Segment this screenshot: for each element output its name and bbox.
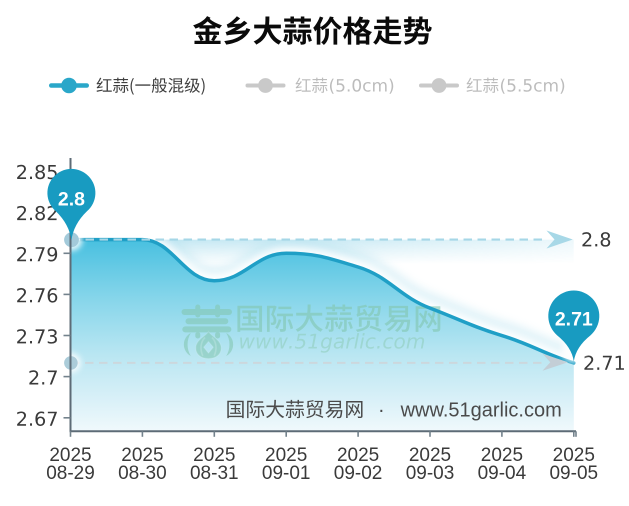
svg-text:09-05: 09-05 [549,463,598,484]
svg-text:08-30: 08-30 [118,463,167,484]
svg-text:www.51garlic.com: www.51garlic.com [400,400,562,422]
svg-text:2025: 2025 [337,445,379,466]
svg-text:2.71: 2.71 [555,309,593,331]
svg-text:·: · [378,400,385,422]
svg-text:2025: 2025 [265,445,307,466]
svg-text:09-02: 09-02 [334,463,383,484]
svg-text:2025: 2025 [193,445,235,466]
svg-text:2025: 2025 [409,445,451,466]
svg-text:08-31: 08-31 [190,463,239,484]
svg-text:2025: 2025 [121,445,163,466]
svg-text:2025: 2025 [481,445,523,466]
svg-text:2.8: 2.8 [58,188,85,210]
svg-text:09-01: 09-01 [262,463,311,484]
svg-text:09-03: 09-03 [406,463,455,484]
svg-text:09-04: 09-04 [478,463,527,484]
svg-text:2025: 2025 [553,445,595,466]
svg-text:08-29: 08-29 [46,463,95,484]
svg-text:2025: 2025 [49,445,91,466]
